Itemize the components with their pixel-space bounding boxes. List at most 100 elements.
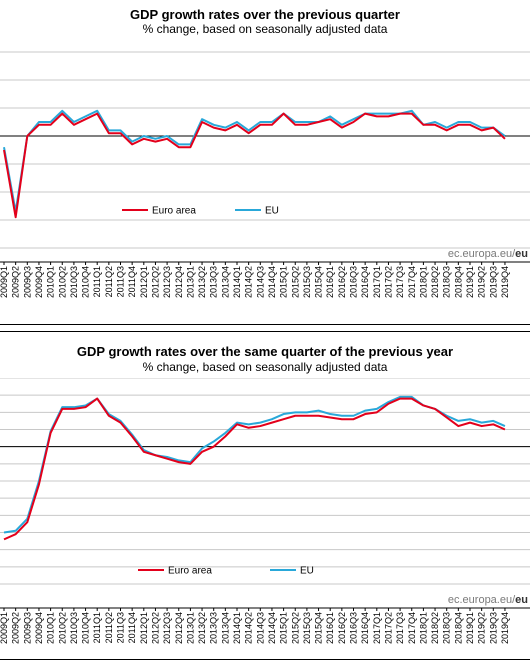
x-tick-label: 2018Q1	[418, 612, 428, 644]
x-tick-label: 2010Q1	[46, 612, 56, 644]
x-tick-label: 2017Q1	[372, 612, 382, 644]
x-tick-label: 2017Q2	[383, 612, 393, 644]
x-tick-label: 2015Q2	[290, 612, 300, 644]
x-tick-label: 2015Q3	[302, 612, 312, 644]
x-tick-label: 2010Q2	[57, 612, 67, 644]
source-note: ec.europa.eu/eu	[448, 594, 528, 606]
series-line	[3, 397, 506, 541]
x-tick-label: 2011Q2	[104, 266, 114, 297]
x-tick-label: 2009Q2	[11, 266, 21, 298]
x-tick-label: 2016Q2	[337, 612, 347, 644]
chart-subtitle: % change, based on seasonally adjusted d…	[142, 360, 388, 374]
x-tick-label: 2014Q3	[255, 612, 265, 644]
legend-label: Euro area	[152, 206, 196, 217]
x-tick-label: 2014Q3	[255, 266, 265, 298]
chart-panel-yearly: GDP growth rates over the same quarter o…	[0, 331, 530, 660]
x-tick-label: 2009Q3	[22, 612, 32, 644]
x-tick-label: 2010Q2	[57, 266, 67, 298]
x-tick-label: 2018Q4	[453, 266, 463, 298]
x-tick-label: 2013Q4	[220, 266, 230, 298]
x-tick-label: 2019Q4	[500, 266, 510, 298]
legend: Euro area EU	[122, 206, 279, 217]
x-tick-label: 2014Q2	[244, 266, 254, 298]
x-tick-label: 2011Q1	[92, 266, 102, 297]
x-tick-label: 2011Q3	[116, 612, 126, 643]
x-tick-label: 2009Q1	[0, 612, 9, 644]
x-tick-label: 2018Q2	[430, 612, 440, 644]
x-tick-label: 2019Q2	[477, 612, 487, 644]
legend-label: EU	[265, 206, 279, 217]
x-tick-label: 2016Q4	[360, 612, 370, 644]
x-tick-label: 2015Q3	[302, 266, 312, 298]
x-tick-label: 2013Q3	[209, 612, 219, 644]
chart-subtitle: % change, based on seasonally adjusted d…	[142, 22, 388, 36]
x-tick-label: 2015Q1	[279, 266, 289, 298]
x-tick-label: 2019Q4	[500, 612, 510, 644]
series-line	[3, 112, 506, 219]
x-tick-label: 2016Q2	[337, 266, 347, 298]
series-line	[3, 395, 506, 534]
x-tick-label: 2012Q3	[162, 612, 172, 644]
x-tick-label: 2016Q4	[360, 266, 370, 298]
x-tick-label: 2017Q4	[407, 612, 417, 644]
x-tick-label: 2016Q1	[325, 266, 335, 298]
x-tick-label: 2011Q1	[92, 612, 102, 643]
x-tick-label: 2011Q2	[104, 612, 114, 643]
x-tick-label: 2016Q1	[325, 612, 335, 644]
x-tick-label: 2012Q3	[162, 266, 172, 298]
x-tick-label: 2017Q2	[383, 266, 393, 298]
chart-title: GDP growth rates over the same quarter o…	[76, 344, 454, 359]
x-tick-label: 2010Q4	[81, 612, 91, 644]
x-tick-label: 2009Q3	[22, 266, 32, 298]
x-tick-label: 2009Q4	[34, 266, 44, 298]
x-tick-label: 2014Q1	[232, 266, 242, 298]
x-tick-label: 2019Q1	[465, 266, 475, 298]
x-tick-label: 2009Q2	[11, 612, 21, 644]
x-tick-label: 2019Q3	[488, 612, 498, 644]
x-tick-label: 2018Q1	[418, 266, 428, 298]
x-tick-label: 2014Q1	[232, 612, 242, 644]
x-tick-label: 2013Q3	[209, 266, 219, 298]
x-tick-label: 2012Q4	[174, 266, 184, 298]
x-tick-label: 2016Q3	[349, 266, 359, 298]
x-tick-label: 2015Q4	[314, 612, 324, 644]
chart-panel-quarterly: GDP growth rates over the previous quart…	[0, 0, 530, 325]
x-tick-label: 2009Q4	[34, 612, 44, 644]
x-tick-label: 2014Q4	[267, 266, 277, 298]
x-tick-label: 2012Q1	[139, 266, 149, 298]
x-tick-label: 2011Q4	[127, 612, 137, 643]
chart-title: GDP growth rates over the previous quart…	[130, 7, 400, 22]
x-tick-label: 2017Q4	[407, 266, 417, 298]
x-tick-label: 2011Q3	[116, 266, 126, 297]
x-tick-label: 2017Q3	[395, 266, 405, 298]
x-tick-label: 2010Q4	[81, 266, 91, 298]
x-tick-label: 2013Q2	[197, 612, 207, 644]
x-tick-label: 2019Q1	[465, 612, 475, 644]
x-tick-label: 2017Q1	[372, 266, 382, 298]
x-tick-label: 2018Q2	[430, 266, 440, 298]
legend-label: Euro area	[168, 566, 212, 577]
x-tick-label: 2013Q4	[220, 612, 230, 644]
x-tick-label: 2014Q2	[244, 612, 254, 644]
x-tick-label: 2015Q2	[290, 266, 300, 298]
x-tick-label: 2013Q2	[197, 266, 207, 298]
x-tick-label: 2018Q4	[453, 612, 463, 644]
x-tick-label: 2014Q4	[267, 612, 277, 644]
x-tick-label: 2019Q2	[477, 266, 487, 298]
x-tick-label: 2018Q3	[442, 266, 452, 298]
x-tick-label: 2016Q3	[349, 612, 359, 644]
x-tick-label: 2018Q3	[442, 612, 452, 644]
x-tick-label: 2013Q1	[185, 612, 195, 644]
x-tick-label: 2015Q1	[279, 612, 289, 644]
x-tick-label: 2019Q3	[488, 266, 498, 298]
x-tick-label: 2013Q1	[185, 266, 195, 298]
x-tick-label: 2012Q4	[174, 612, 184, 644]
x-tick-label: 2010Q1	[46, 266, 56, 298]
legend-label: EU	[300, 566, 314, 577]
legend: Euro area EU	[138, 566, 314, 577]
x-tick-label: 2017Q3	[395, 612, 405, 644]
series-line	[3, 109, 506, 213]
x-tick-label: 2012Q2	[150, 266, 160, 298]
x-tick-label: 2011Q4	[127, 266, 137, 297]
x-tick-label: 2010Q3	[69, 612, 79, 644]
